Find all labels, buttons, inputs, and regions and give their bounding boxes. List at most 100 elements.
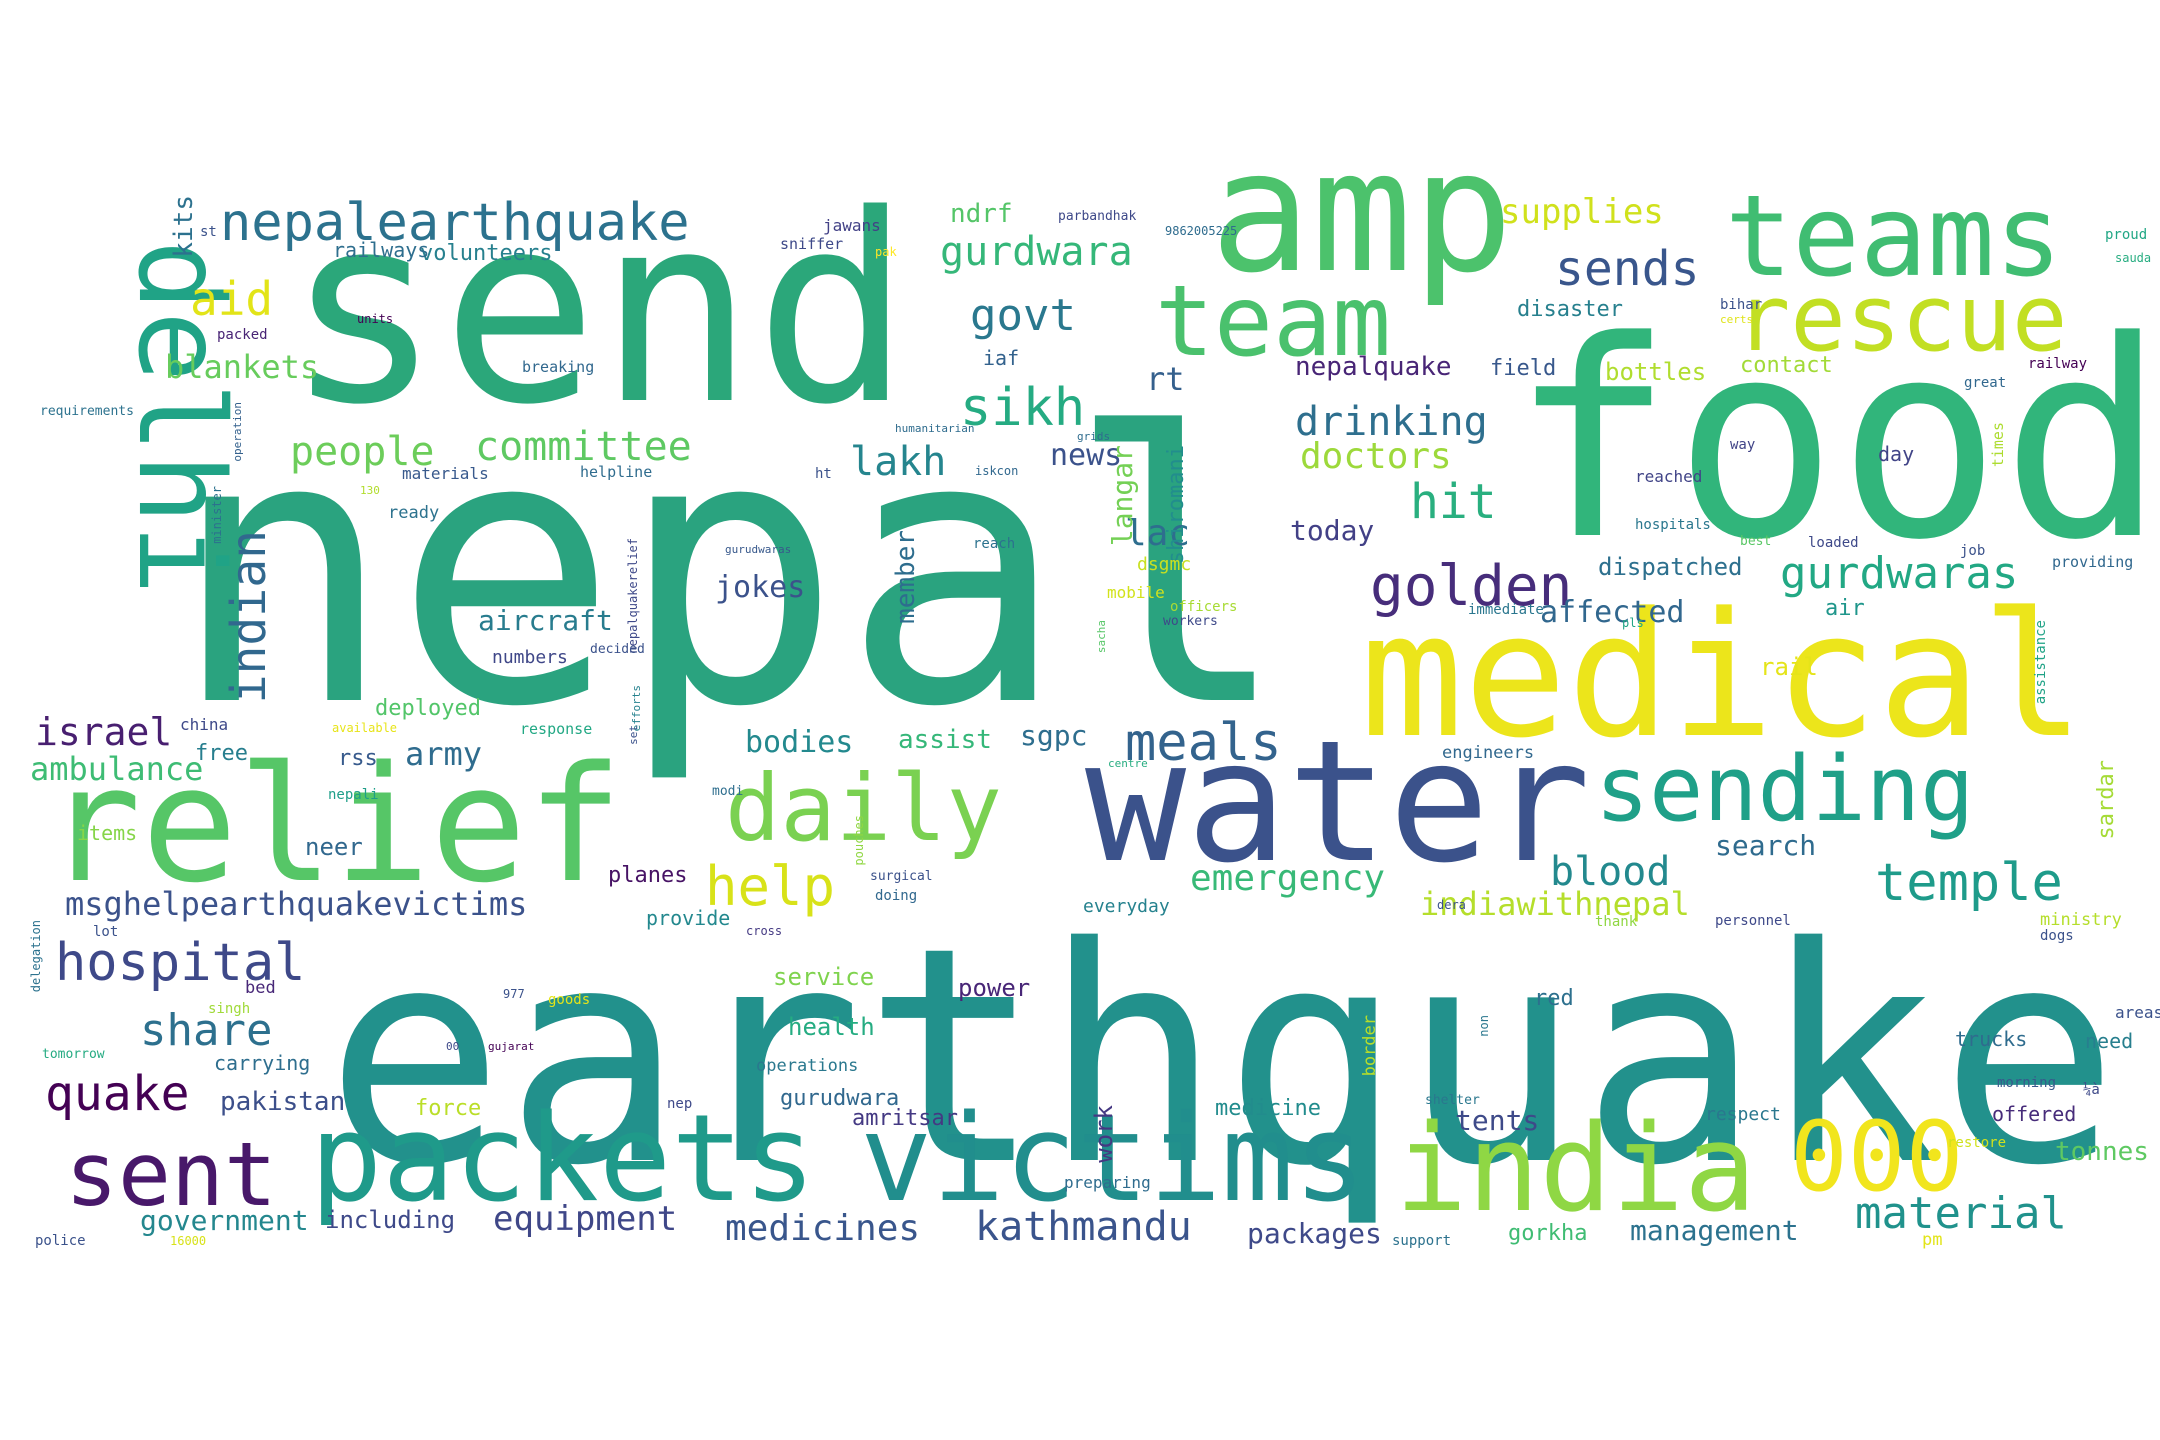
word-power: power (958, 974, 1030, 1002)
word-daily: daily (725, 755, 1002, 862)
word-ready: ready (388, 503, 439, 523)
word-hospital: hospital (55, 933, 305, 993)
word-packages: packages (1247, 1217, 1382, 1250)
word-blankets: blankets (165, 348, 319, 386)
word-shelter: shelter (1425, 1093, 1480, 1108)
word-dsgmc: dsgmc (1137, 554, 1191, 575)
word-aid: aid (190, 272, 273, 326)
word-set: set (627, 725, 640, 745)
word-bihar: bihar (1720, 297, 1762, 313)
word-gurdwaras: gurdwaras (1780, 548, 2018, 599)
word-humanitarian: humanitarian (895, 422, 974, 435)
word-jokes: jokes (715, 570, 805, 605)
word-temple: temple (1875, 853, 2063, 913)
word-requirements: requirements (40, 404, 134, 419)
word-share: share (140, 1005, 272, 1056)
word-quake: quake (45, 1066, 190, 1122)
word-pls: pls (1622, 616, 1644, 630)
word-news: news (1050, 438, 1122, 473)
word-numbers: numbers (492, 647, 568, 668)
word-times: times (1989, 422, 2007, 467)
word-loaded: loaded (1808, 535, 1859, 551)
word-everyday: everyday (1083, 896, 1170, 917)
word-00: 00 (446, 1040, 459, 1053)
word-9862005225: 9862005225 (1165, 224, 1237, 238)
word-railways: railways (333, 238, 429, 262)
word-materials: materials (402, 464, 489, 483)
word-food: food (1510, 284, 2160, 600)
word-ndrf: ndrf (950, 199, 1013, 229)
word-air: air (1825, 596, 1865, 621)
word-support: support (1392, 1233, 1451, 1249)
word-gurdwara: gurdwara (940, 229, 1133, 275)
word-workers: workers (1163, 614, 1218, 629)
word-china: china (180, 715, 228, 734)
word-ambulance: ambulance (30, 750, 203, 788)
word-great: great (1964, 375, 2006, 391)
word-jawans: jawans (823, 216, 881, 235)
word-red: red (1534, 986, 1574, 1011)
word-operation: operation (231, 402, 244, 462)
word-gorkha: gorkha (1508, 1221, 1587, 1246)
word-government: government (140, 1204, 309, 1237)
word-force: force (415, 1096, 481, 1121)
word-aircraft: aircraft (478, 604, 613, 637)
word-people: people (290, 429, 435, 475)
word-meals: meals (1125, 713, 1282, 773)
word-iaf: iaf (983, 346, 1019, 370)
word-bodies: bodies (745, 725, 853, 760)
word-medicines: medicines (725, 1208, 920, 1249)
word-reached: reached (1635, 467, 1702, 486)
word-bottles: bottles (1605, 358, 1706, 386)
word-amritsar: amritsar (852, 1106, 958, 1131)
word-lac: lac (1125, 513, 1190, 554)
word-sardar: sardar (2094, 760, 2119, 839)
word-immediate: immediate (1468, 602, 1544, 618)
word-indiawithnepal: indiawithnepal (1420, 885, 1690, 923)
word-india: india (1395, 1100, 1756, 1239)
word-iskcon: iskcon (975, 464, 1018, 478)
word-130: 130 (360, 484, 380, 497)
word-border: border (1360, 1015, 1380, 1076)
word-material: material (1855, 1188, 2067, 1239)
word-nepal: nepal (170, 355, 1290, 788)
word-govt: govt (970, 290, 1076, 341)
word-mobile: mobile (1107, 583, 1165, 602)
word-carrying: carrying (214, 1051, 310, 1075)
word-trucks: trucks (1955, 1027, 2027, 1051)
word-areas: areas (2115, 1003, 2160, 1022)
word-delhi: delhi (112, 240, 250, 595)
word-best: best (1740, 534, 1771, 549)
word-nep: nep (667, 1096, 692, 1112)
word-nepalearthquake: nepalearthquake (220, 193, 690, 253)
word-way: way (1730, 437, 1755, 453)
word-committee: committee (475, 424, 692, 470)
word-sacha: sacha (1095, 620, 1108, 653)
word-medical: medical (1360, 575, 2085, 776)
word-units: units (357, 312, 393, 326)
word-lakh: lakh (850, 439, 946, 485)
word-operations: operations (756, 1056, 858, 1076)
word-pm: pm (1922, 1230, 1942, 1250)
word-affected: affected (1540, 595, 1685, 630)
word-engineers: engineers (1442, 743, 1534, 763)
word-rss: rss (338, 746, 378, 771)
word-langar: langar (1106, 445, 1139, 546)
word-hit: hit (1410, 474, 1497, 530)
word-centre: centre (1108, 757, 1148, 770)
word-service: service (773, 963, 874, 991)
word-preparing: preparing (1064, 1173, 1151, 1192)
word-delegation: delegation (29, 920, 43, 992)
word-morning: morning (1997, 1075, 2056, 1091)
word-pak: pak (875, 245, 897, 259)
word-planes: planes (608, 863, 687, 888)
word-response: response (520, 720, 592, 738)
word-grids: grids (1077, 430, 1110, 443)
word-pouches: pouches (852, 815, 866, 866)
word-sent: sent (65, 1123, 277, 1226)
word-indian: indian (221, 530, 277, 703)
word-reach: reach (973, 536, 1015, 552)
word-nepali: nepali (328, 787, 379, 803)
word-equipment: equipment (493, 1199, 677, 1239)
word-officers: officers (1170, 599, 1237, 615)
